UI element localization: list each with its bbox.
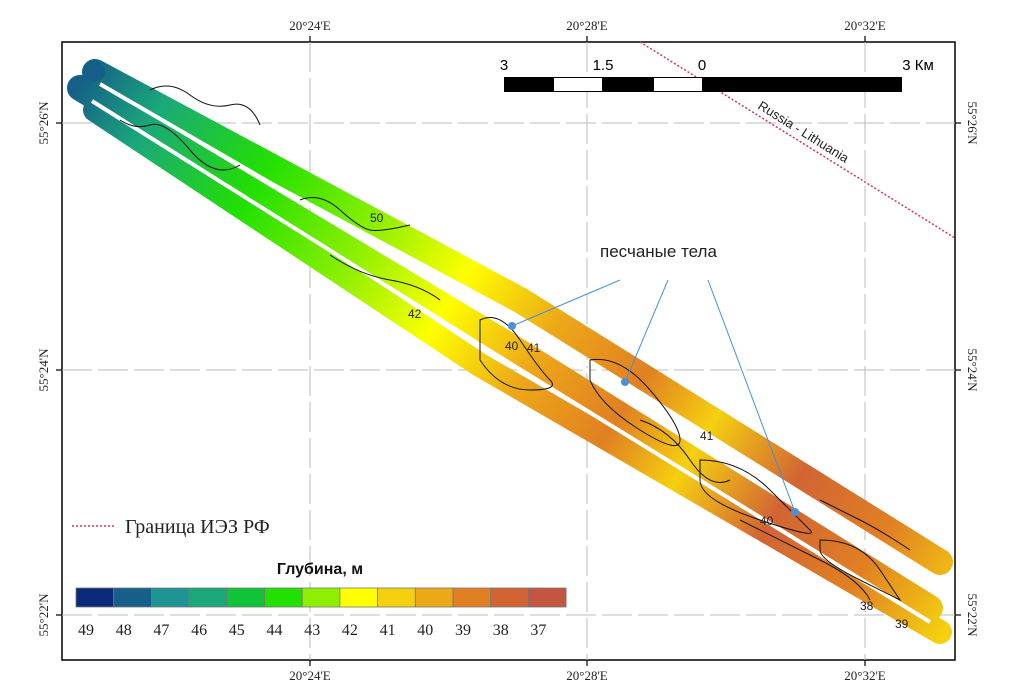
contour-lines: [119, 85, 911, 602]
depth-class-swatch: [226, 587, 265, 608]
lat-label-left: 55°24'N: [36, 348, 51, 392]
swath-gaps: [90, 82, 937, 624]
depth-class-swatch: [301, 587, 341, 608]
contour-label: 41: [527, 341, 541, 355]
lat-label-right: 55°24'N: [965, 349, 980, 393]
lon-label-top: 20°28'E: [566, 18, 608, 33]
depth-class-label: 38: [493, 622, 509, 639]
contour-labels: 50 42 40 41 41 40 38 39: [370, 211, 909, 631]
sand-body-marker: [621, 378, 629, 386]
depth-class-label: 42: [342, 622, 358, 639]
legend: Граница ИЭЗ РФ Глубина, м 49 48 47 46 45 44 43…: [72, 516, 567, 639]
depth-class-label: 46: [191, 622, 207, 639]
depth-class-swatch: [339, 587, 378, 608]
lon-label-top: 20°24'E: [289, 18, 331, 33]
sand-body-markers: [508, 322, 799, 516]
depth-class-label: 48: [116, 622, 132, 639]
depth-class-label: 47: [153, 622, 169, 639]
sand-bodies-label: песчаные тела: [600, 242, 717, 261]
depth-class-swatch: [113, 587, 152, 608]
annotation-leaders: [511, 279, 796, 513]
contour-label: 40: [505, 339, 519, 353]
eez-legend-label: Граница ИЭЗ РФ: [125, 516, 270, 538]
depth-class-swatch: [490, 587, 529, 608]
depth-class-label: 45: [229, 622, 245, 639]
depth-class-label: 39: [455, 622, 471, 639]
lat-label-left: 55°22'N: [36, 593, 51, 637]
contour-label: 50: [370, 211, 384, 225]
depth-color-ramp: 49 48 47 46 45 44 43 42 41 40 39 38 37: [75, 587, 567, 639]
depth-class-label: 43: [304, 622, 320, 639]
depth-class-swatch: [528, 587, 567, 608]
depth-class-label: 37: [530, 622, 546, 639]
lon-label-bottom: 20°28'E: [566, 668, 608, 683]
sand-body-marker: [791, 508, 799, 516]
axis-ticks: [56, 36, 961, 666]
scale-label: 3: [500, 57, 508, 74]
depth-class-label: 40: [417, 622, 433, 639]
depth-class-swatch: [188, 587, 228, 608]
depth-class-swatch: [150, 587, 190, 608]
scale-label: 1.5: [593, 57, 614, 74]
contour-label: 40: [760, 514, 774, 528]
scale-label: 3 Км: [902, 57, 934, 74]
depth-class-swatch: [452, 587, 492, 608]
contour-label: 42: [408, 307, 422, 321]
lon-label-bottom: 20°24'E: [289, 668, 331, 683]
depth-class-swatch: [75, 587, 115, 608]
swath-start: [85, 62, 105, 82]
lat-label-right: 55°26'N: [965, 102, 980, 146]
scale-bar: 3 1.5 0 3 Км: [500, 57, 934, 92]
contour-label: 39: [895, 617, 909, 631]
depth-class-label: 49: [78, 622, 94, 639]
russia-lithuania-border: [639, 41, 956, 239]
depth-class-swatch: [377, 587, 416, 608]
lat-label-right: 55°22'N: [965, 594, 980, 638]
depth-class-swatch: [414, 587, 454, 608]
lon-label-top: 20°32'E: [844, 18, 886, 33]
lat-label-left: 55°26'N: [36, 101, 51, 145]
contour-label: 41: [700, 429, 714, 443]
sand-body-marker: [508, 322, 516, 330]
depth-class-label: 44: [267, 622, 283, 639]
depth-class-swatch: [264, 587, 303, 608]
scale-label: 0: [698, 57, 706, 74]
lon-label-bottom: 20°32'E: [844, 668, 886, 683]
contour-label: 38: [860, 599, 874, 613]
depth-legend-title: Глубина, м: [277, 561, 363, 578]
depth-class-label: 41: [380, 622, 396, 639]
